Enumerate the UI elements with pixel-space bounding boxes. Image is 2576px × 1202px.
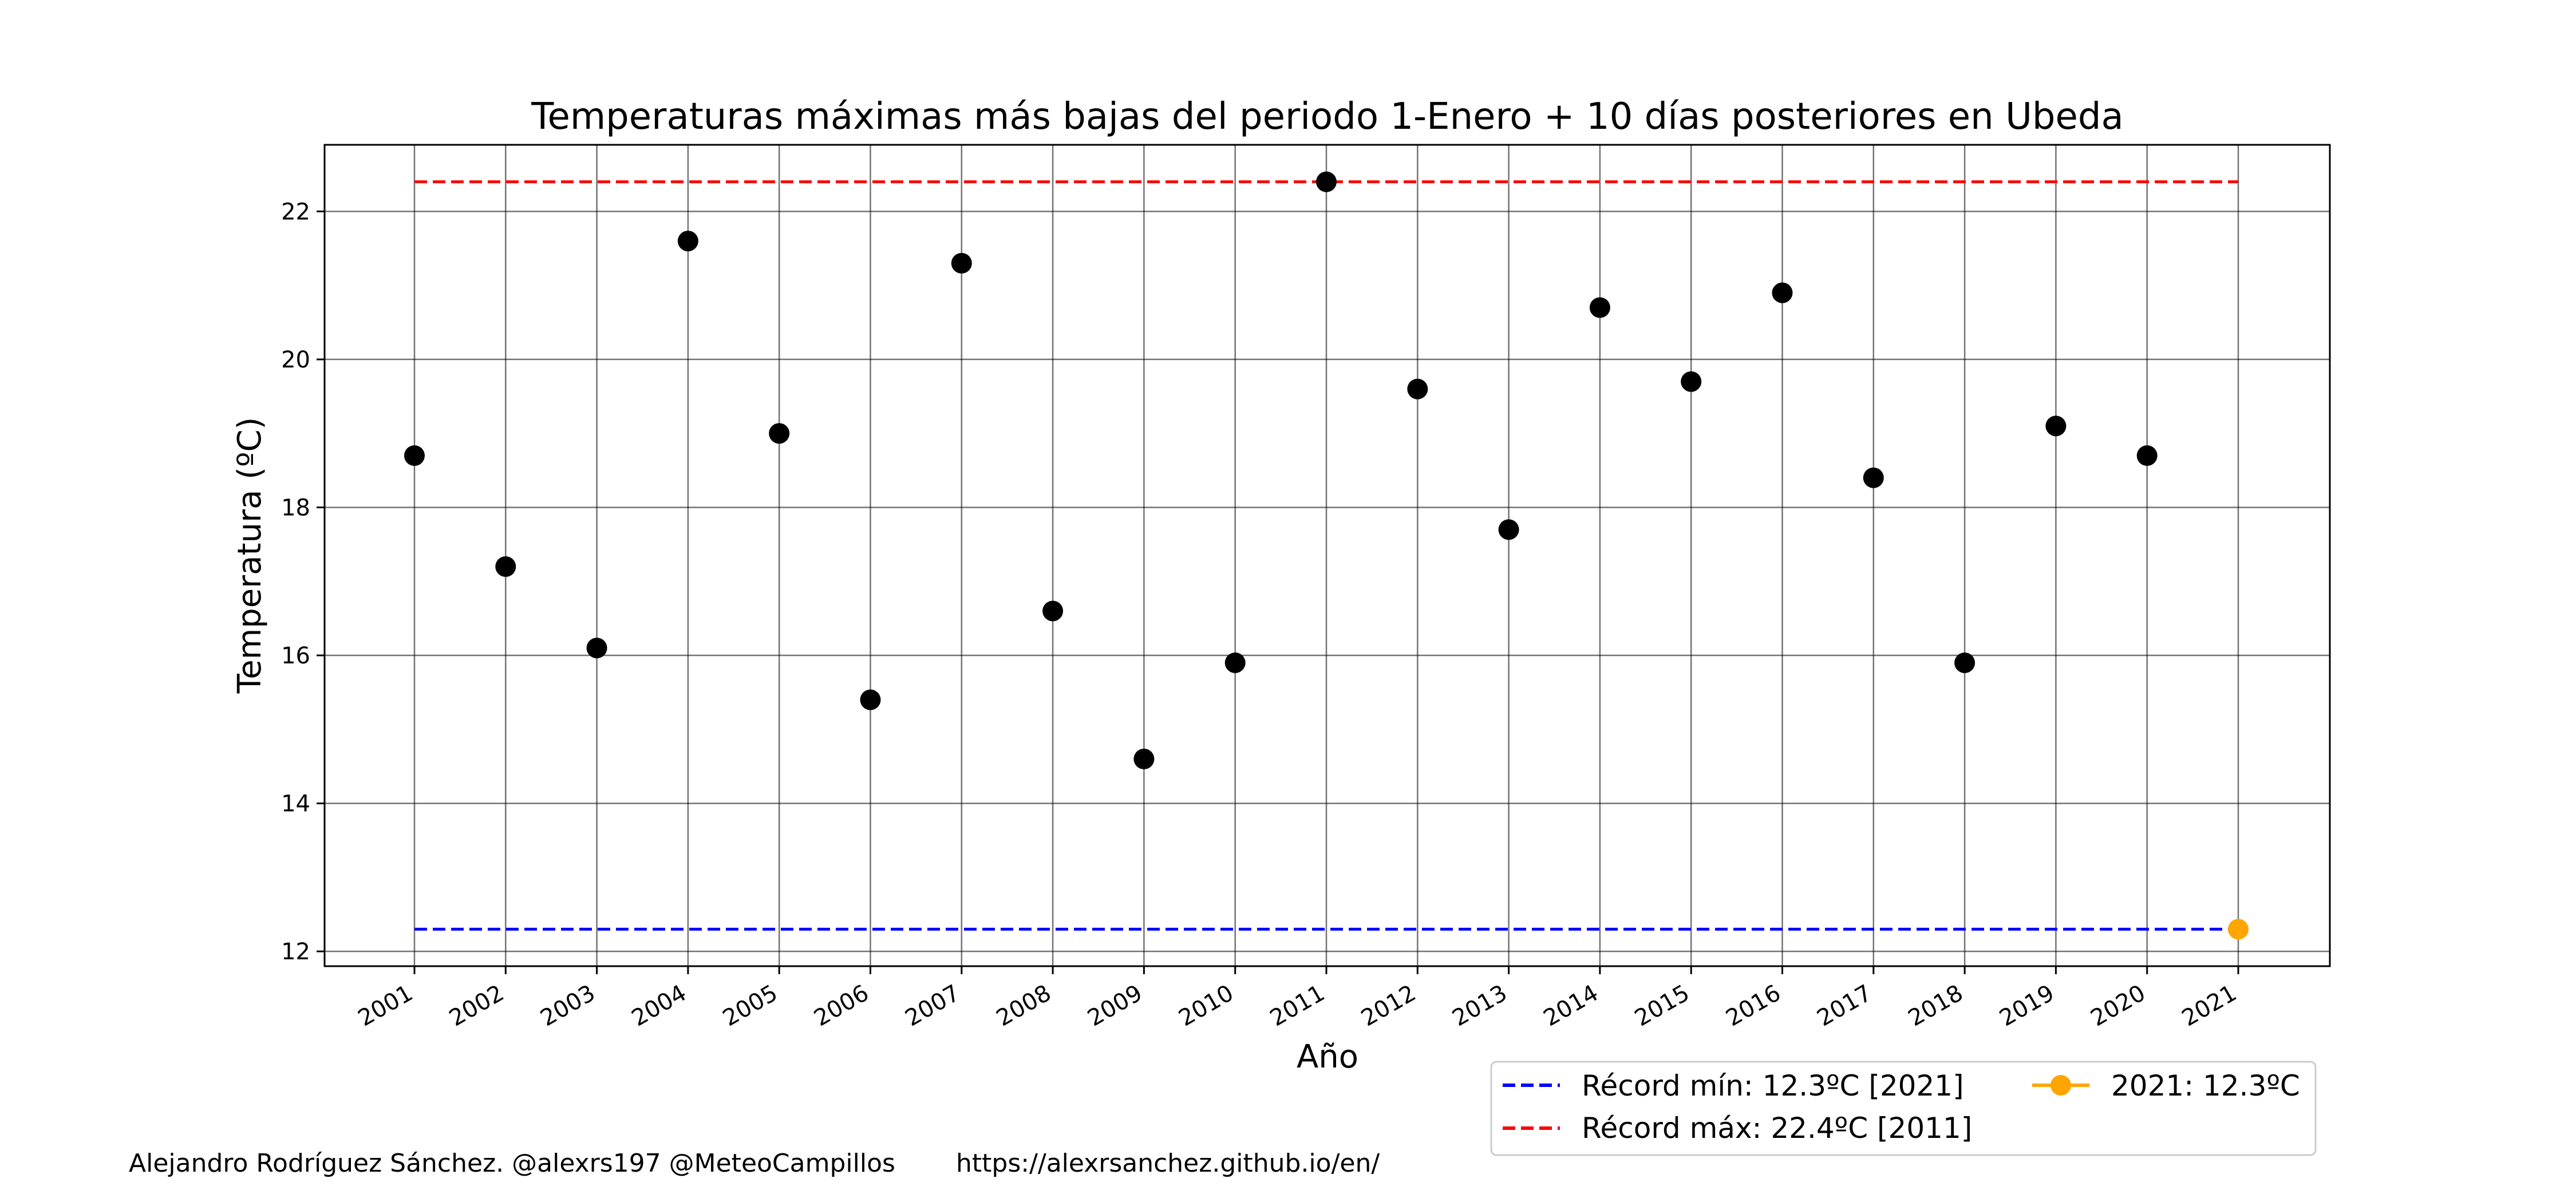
y-tick-label: 12 — [281, 939, 310, 965]
x-tick-label: 2017 — [1813, 980, 1876, 1032]
credit-url: https://alexrsanchez.github.io/en/ — [956, 1149, 1380, 1178]
legend: Récord mín: 12.3ºC [2021] Récord máx: 22… — [1490, 1061, 2317, 1156]
x-tick-label: 2002 — [445, 980, 508, 1032]
data-point — [1772, 282, 1793, 303]
data-point — [1589, 297, 1610, 318]
reference-lines — [414, 180, 2238, 931]
x-tick-label: 2018 — [1904, 980, 1967, 1032]
data-point — [860, 689, 881, 710]
data-point — [769, 423, 790, 444]
legend-label-current-year: 2021: 12.3ºC — [2111, 1069, 2300, 1102]
x-tick-label: 2021 — [2178, 980, 2241, 1032]
data-point — [2136, 445, 2158, 466]
data-point — [1042, 600, 1064, 622]
data-points — [404, 171, 2249, 940]
x-axis-label: Año — [1297, 1038, 1358, 1076]
data-point — [495, 556, 516, 577]
x-tick-label: 2007 — [901, 980, 965, 1032]
x-tick-label: 2010 — [1175, 980, 1238, 1032]
y-axis-label: Temperatura (ºC) — [231, 417, 268, 694]
x-tick-label: 2020 — [2087, 980, 2150, 1032]
y-axis-ticks: 12 14 16 18 20 22 — [281, 199, 325, 965]
x-axis-ticks: 2001 2002 2003 2004 2005 2006 2007 2008 2009 2010… — [354, 966, 2241, 1032]
data-point — [2045, 416, 2067, 437]
x-tick-label: 2001 — [354, 980, 417, 1032]
data-point — [677, 231, 698, 252]
data-point — [1133, 749, 1155, 770]
chart-title: Temperaturas máximas más bajas del perio… — [531, 96, 2124, 138]
data-point-current-year — [2228, 919, 2249, 940]
y-tick-label: 22 — [281, 199, 310, 225]
plot-frame — [323, 144, 2331, 967]
y-tick-label: 14 — [281, 791, 310, 817]
x-tick-label: 2013 — [1448, 980, 1511, 1032]
x-tick-label: 2004 — [627, 980, 691, 1032]
legend-label-record-min: Récord mín: 12.3ºC [2021] — [1582, 1069, 1964, 1102]
y-tick-label: 16 — [281, 643, 310, 669]
legend-label-record-max: Récord máx: 22.4ºC [2011] — [1582, 1112, 1972, 1145]
legend-key-current-year-marker — [2050, 1075, 2071, 1096]
x-tick-label: 2016 — [1721, 980, 1785, 1032]
x-tick-label: 2019 — [1995, 980, 2059, 1032]
x-tick-label: 2015 — [1630, 980, 1694, 1032]
credit-author: Alejandro Rodríguez Sánchez. @alexrs197 … — [129, 1149, 895, 1178]
data-point — [1224, 652, 1246, 673]
x-tick-label: 2012 — [1357, 980, 1420, 1032]
y-tick-label: 20 — [281, 347, 310, 373]
x-tick-label: 2011 — [1266, 980, 1329, 1032]
gridlines — [325, 145, 2330, 966]
data-point — [1863, 467, 1884, 488]
data-point — [1316, 171, 1337, 192]
x-tick-label: 2009 — [1083, 980, 1147, 1032]
x-tick-label: 2006 — [809, 980, 873, 1032]
y-tick-label: 18 — [281, 495, 310, 521]
data-point — [1681, 371, 1702, 392]
x-tick-label: 2014 — [1539, 980, 1603, 1032]
data-point — [951, 252, 972, 274]
data-point — [1407, 378, 1428, 400]
x-tick-label: 2008 — [992, 980, 1056, 1032]
x-tick-label: 2003 — [536, 980, 599, 1032]
x-tick-label: 2005 — [718, 980, 782, 1032]
legend-box — [1490, 1061, 2317, 1156]
data-point — [404, 445, 425, 466]
data-point — [1498, 519, 1519, 540]
data-point — [586, 638, 607, 659]
data-point — [1954, 652, 1976, 673]
